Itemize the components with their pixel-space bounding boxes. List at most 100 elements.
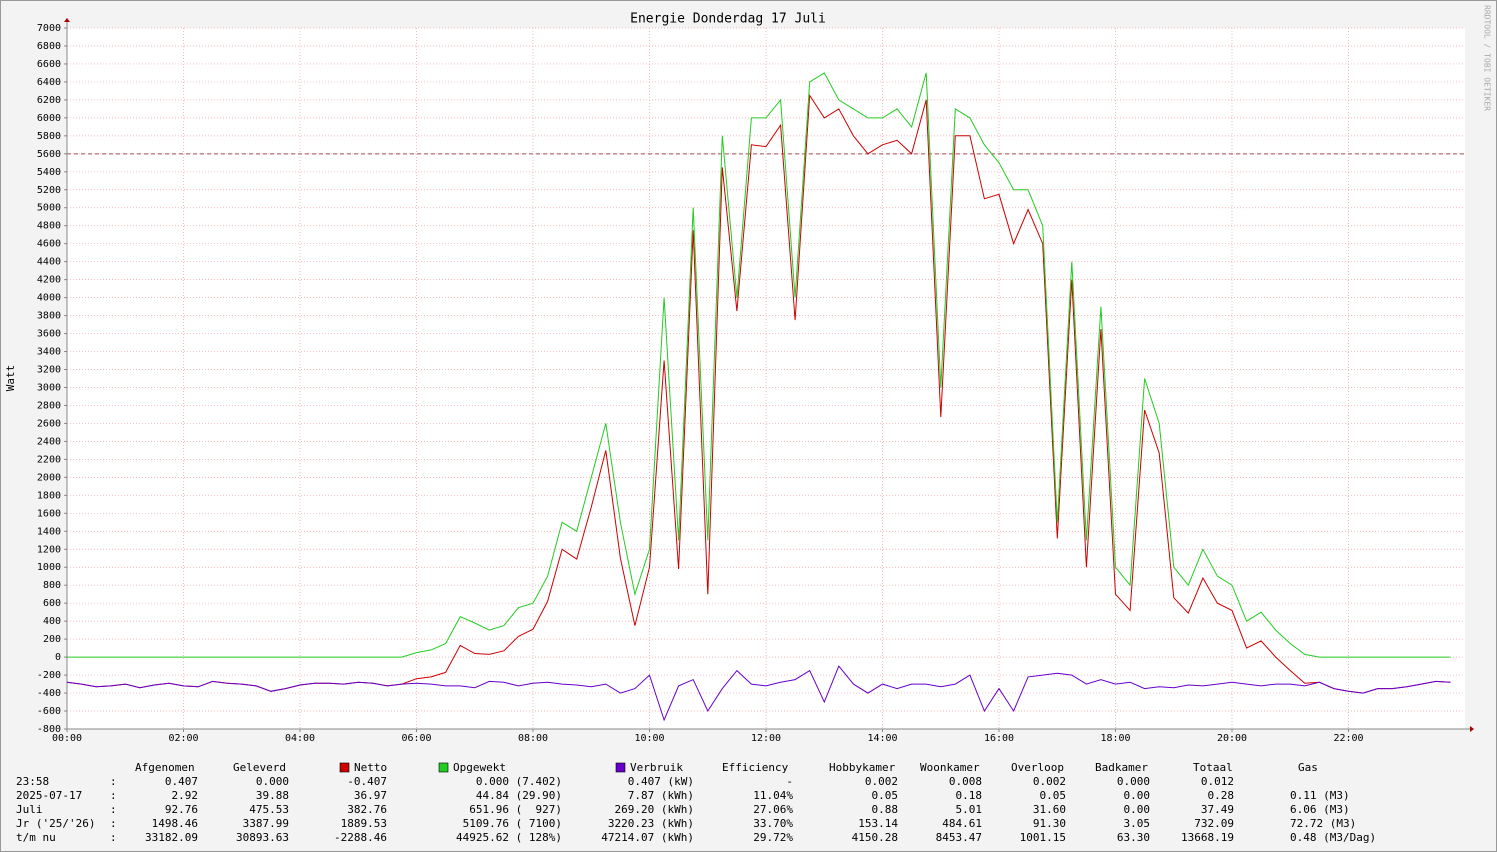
table-cell: 0.88: [872, 803, 899, 816]
table-cell: 13668.19: [1181, 831, 1234, 844]
table-cell: 153.14: [858, 817, 898, 830]
table-cell: 0.05: [872, 789, 899, 802]
table-cell: 0.00: [1124, 803, 1151, 816]
legend-swatch: [339, 762, 350, 773]
x-tick-label: 06:00: [401, 733, 431, 744]
table-cell: 91.30: [1033, 817, 1066, 830]
x-tick-label: 20:00: [1217, 733, 1247, 744]
table-cell: t/m nu: [16, 831, 56, 844]
x-tick-label: 04:00: [285, 733, 315, 744]
table-cell: 7.87 (kWh): [628, 789, 694, 802]
legend-label: Opgewekt: [453, 761, 506, 774]
series-line: [66, 665, 1451, 722]
table-header: Woonkamer: [920, 761, 980, 774]
y-tick-label: 3600: [37, 329, 61, 340]
table-cell: 1001.15: [1020, 831, 1066, 844]
y-tick-label: 2800: [37, 400, 61, 411]
y-tick-label: 7000: [37, 23, 61, 34]
table-header: Hobbykamer: [829, 761, 896, 774]
y-tick-label: 5000: [37, 203, 61, 214]
y-tick-label: 200: [43, 634, 61, 645]
table-cell: 0.00: [1124, 789, 1151, 802]
table-cell: 37.49: [1201, 803, 1234, 816]
table-cell: 4150.28: [852, 831, 898, 844]
y-tick-label: 5800: [37, 131, 61, 142]
y-tick-label: -400: [37, 688, 61, 699]
plot-area: [67, 28, 1465, 729]
table-cell: 3387.99: [243, 817, 289, 830]
x-tick-label: 10:00: [634, 733, 664, 744]
y-tick-label: 5400: [37, 167, 61, 178]
table-cell: 269.20 (kWh): [615, 803, 694, 816]
table-cell: 44.84 (29.90): [476, 789, 562, 802]
table-header: Efficiency: [722, 761, 789, 774]
table-cell: 2.92: [172, 789, 199, 802]
table-cell: 0.11 (M3): [1290, 789, 1350, 802]
table-cell: 92.76: [165, 803, 198, 816]
y-tick-label: 4600: [37, 239, 61, 250]
y-tick-label: 6200: [37, 95, 61, 106]
table-cell: 651.96 ( 927): [469, 803, 562, 816]
legend-swatch: [615, 762, 626, 773]
y-tick-label: 1000: [37, 562, 61, 573]
table-cell: 36.97: [354, 789, 387, 802]
y-tick-label: 1200: [37, 544, 61, 555]
axis-arrow: [64, 18, 70, 22]
table-cell: Juli: [16, 803, 43, 816]
x-tick-label: 08:00: [518, 733, 548, 744]
axis-arrow: [1470, 726, 1474, 732]
y-tick-label: 2400: [37, 436, 61, 447]
y-tick-label: 5600: [37, 149, 61, 160]
table-cell: 30893.63: [236, 831, 289, 844]
x-tick-label: 12:00: [751, 733, 781, 744]
table-header: Afgenomen: [135, 761, 195, 774]
y-tick-label: 600: [43, 598, 61, 609]
table-cell: -2288.46: [334, 831, 387, 844]
y-tick-label: 3000: [37, 382, 61, 393]
table-cell: 72.72 (M3): [1290, 817, 1356, 830]
table-cell: 0.008: [949, 775, 982, 788]
table-cell: 0.002: [865, 775, 898, 788]
table-header: Gas: [1298, 761, 1318, 774]
y-tick-label: 0: [55, 652, 61, 663]
table-cell: :: [110, 775, 117, 788]
chart-title: Energie Donderdag 17 Juli: [630, 12, 826, 27]
table-cell: 484.61: [942, 817, 982, 830]
y-tick-label: 4000: [37, 293, 61, 304]
table-cell: :: [110, 789, 117, 802]
table-cell: 2025-07-17: [16, 789, 82, 802]
y-tick-label: 3400: [37, 347, 61, 358]
y-tick-label: 6000: [37, 113, 61, 124]
table-cell: 5.01: [956, 803, 983, 816]
legend-swatch: [438, 762, 449, 773]
table-cell: 0.18: [956, 789, 983, 802]
table-header: Badkamer: [1095, 761, 1148, 774]
table-cell: :: [110, 831, 117, 844]
table-cell: 0.28: [1208, 789, 1235, 802]
x-tick-label: 16:00: [984, 733, 1014, 744]
y-tick-label: 2000: [37, 472, 61, 483]
table-cell: 0.002: [1033, 775, 1066, 788]
table-header: Geleverd: [233, 761, 286, 774]
y-tick-label: -600: [37, 706, 61, 717]
x-tick-label: 00:00: [52, 733, 82, 744]
x-tick-label: 02:00: [168, 733, 198, 744]
y-tick-label: -200: [37, 670, 61, 681]
table-header: Totaal: [1193, 761, 1233, 774]
table-cell: 8453.47: [936, 831, 982, 844]
table-cell: 29.72%: [753, 831, 793, 844]
table-cell: Jr ('25/'26): [16, 817, 95, 830]
y-tick-label: 4800: [37, 221, 61, 232]
table-cell: 33.70%: [753, 817, 793, 830]
table-cell: 0.05: [1040, 789, 1067, 802]
table-cell: 0.000: [1117, 775, 1150, 788]
y-tick-label: 4200: [37, 275, 61, 286]
table-cell: -: [786, 775, 793, 788]
table-cell: 3220.23 (kWh): [608, 817, 694, 830]
series-line: [67, 72, 1451, 658]
y-tick-label: 5200: [37, 185, 61, 196]
x-tick-label: 22:00: [1333, 733, 1363, 744]
y-tick-label: 6400: [37, 77, 61, 88]
